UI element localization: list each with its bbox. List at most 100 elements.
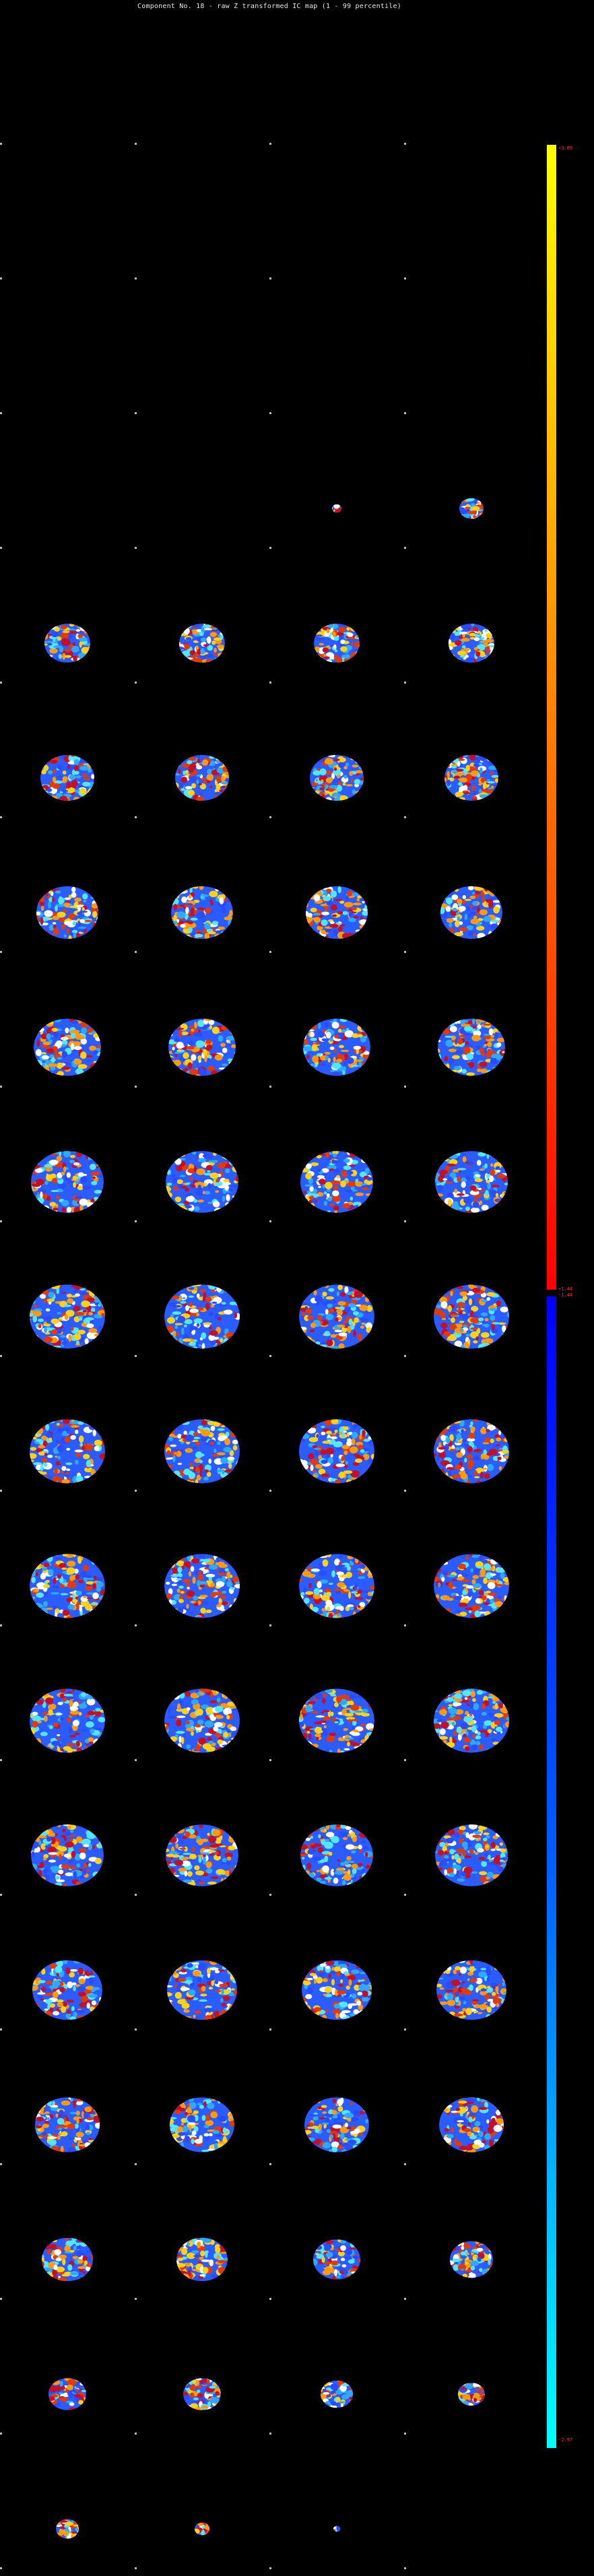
slice-marker <box>404 412 406 414</box>
brain-slice <box>42 2237 93 2282</box>
brain-slice <box>300 1824 373 1886</box>
slice-marker <box>0 2163 2 2165</box>
brain-slice <box>170 2097 234 2152</box>
brain-slice <box>164 1419 240 1484</box>
slice-marker <box>135 951 137 953</box>
slice-marker <box>404 2163 406 2165</box>
slice-marker <box>135 1355 137 1357</box>
slice-marker <box>135 1759 137 1761</box>
slice-marker <box>0 1220 2 1222</box>
brain-slice <box>167 1960 237 2020</box>
slice-marker <box>269 1355 271 1357</box>
slice-marker <box>404 547 406 549</box>
slice-marker <box>269 816 271 818</box>
figure-title: Component No. 18 - raw Z transformed IC … <box>137 3 401 10</box>
slice-marker <box>404 1759 406 1761</box>
slice-marker <box>404 2567 406 2569</box>
slice-marker <box>269 1894 271 1896</box>
slice-marker <box>135 816 137 818</box>
brain-slice <box>303 1018 370 1076</box>
brain-slice <box>304 2097 369 2152</box>
brain-slice <box>436 1960 506 2020</box>
brain-slice <box>31 1151 104 1213</box>
slice-marker <box>404 1355 406 1357</box>
slice-marker <box>135 547 137 549</box>
brain-slice <box>35 2097 100 2152</box>
slice-marker <box>0 1894 2 1896</box>
brain-slice <box>179 624 225 663</box>
brain-slice <box>299 1688 374 1753</box>
brain-slice <box>450 2241 493 2278</box>
slice-marker <box>269 682 271 684</box>
brain-slice <box>166 1824 238 1886</box>
brain-slice <box>458 2383 485 2406</box>
brain-slice <box>299 1419 374 1484</box>
brain-slice <box>444 755 498 801</box>
brain-slice <box>299 1284 374 1349</box>
brain-slice <box>459 498 484 519</box>
slice-marker <box>135 1220 137 1222</box>
brain-slice <box>310 755 364 801</box>
brain-slice <box>40 755 94 801</box>
slice-marker <box>404 1624 406 1626</box>
slice-marker <box>404 951 406 953</box>
brain-slice <box>321 2380 353 2408</box>
colorbar <box>547 145 556 2448</box>
slice-marker <box>135 1894 137 1896</box>
colorbar-positive <box>547 145 556 1290</box>
slice-marker <box>269 547 271 549</box>
brain-slice <box>435 1151 508 1213</box>
slice-marker <box>0 951 2 953</box>
slice-marker <box>404 143 406 145</box>
brain-slice <box>30 1688 105 1753</box>
slice-marker <box>269 277 271 279</box>
brain-slice <box>166 1151 238 1213</box>
slice-marker <box>0 1355 2 1357</box>
slice-marker <box>404 2433 406 2435</box>
slice-marker <box>269 2567 271 2569</box>
brain-slice <box>176 2237 228 2282</box>
brain-slice <box>434 1688 509 1753</box>
slice-marker <box>0 277 2 279</box>
brain-slice <box>164 1688 240 1753</box>
slice-marker <box>0 816 2 818</box>
brain-slice <box>36 886 98 939</box>
colorbar-pos-min-label: +1.44 <box>558 1286 573 1292</box>
slice-marker <box>269 2298 271 2300</box>
slice-marker <box>135 2163 137 2165</box>
brain-slice <box>332 504 341 513</box>
slice-marker <box>269 1220 271 1222</box>
slice-marker <box>135 682 137 684</box>
slice-marker <box>0 412 2 414</box>
slice-marker <box>135 2298 137 2300</box>
slice-marker <box>135 412 137 414</box>
colorbar-min-label: -2.97 <box>558 2437 573 2443</box>
brain-slice <box>438 1018 505 1076</box>
colorbar-neg-max-label: -1.44 <box>558 1292 573 1298</box>
slice-marker <box>269 1086 271 1088</box>
slice-marker <box>135 2567 137 2569</box>
slice-marker <box>0 547 2 549</box>
slice-marker <box>0 143 2 145</box>
brain-slice <box>34 1018 101 1076</box>
brain-slice <box>164 1284 240 1349</box>
brain-slice <box>48 2378 86 2410</box>
slice-marker <box>135 1086 137 1088</box>
slice-marker <box>0 2028 2 2030</box>
slice-marker <box>135 1624 137 1626</box>
slice-marker <box>0 1086 2 1088</box>
slice-marker <box>269 143 271 145</box>
slice-marker <box>0 2433 2 2435</box>
slice-marker <box>269 1490 271 1492</box>
slice-marker <box>269 2433 271 2435</box>
brain-slice <box>440 886 502 939</box>
slice-marker <box>0 1624 2 1626</box>
slice-marker <box>404 2298 406 2300</box>
brain-slice <box>434 1554 509 1618</box>
brain-slice <box>32 1960 102 2020</box>
slice-marker <box>269 1759 271 1761</box>
brain-slice <box>434 1419 509 1484</box>
slice-marker <box>135 2433 137 2435</box>
slice-marker <box>404 277 406 279</box>
